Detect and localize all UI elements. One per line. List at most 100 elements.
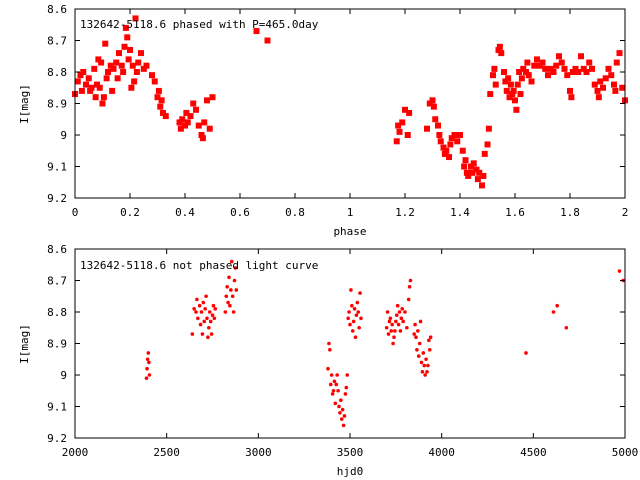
unphased-x-tick-label: 2000 (62, 446, 89, 459)
unphased-y-tick-label: 8.6 (47, 243, 67, 256)
phased-data-point (133, 69, 140, 75)
phased-data-point (193, 106, 199, 113)
phased-data-point (502, 78, 509, 85)
unphased-data-point (210, 313, 215, 317)
phased-data-point (561, 65, 568, 72)
phased-data-point (575, 69, 582, 75)
phased-data-point (613, 59, 620, 66)
unphased-y-axis-label: I[mag] (18, 324, 31, 364)
phased-data-point (98, 59, 105, 66)
unphased-data-point (145, 357, 150, 362)
unphased-data-point (427, 348, 432, 352)
unphased-data-point (202, 319, 207, 324)
phased-data-point (424, 125, 430, 132)
phased-data-point (586, 59, 593, 66)
unphased-data-point (407, 285, 412, 289)
unphased-data-point (408, 278, 413, 283)
unphased-data-point (339, 398, 343, 403)
phased-data-point (121, 43, 128, 50)
unphased-data-point (230, 294, 235, 299)
unphased-data-point (344, 385, 349, 390)
phased-data-point (179, 116, 186, 123)
phased-data-point (118, 62, 125, 69)
phased-data-point (505, 75, 512, 82)
phased-data-point (206, 125, 213, 132)
phased-x-tick-label: 1.8 (560, 206, 580, 219)
phased-data-point (128, 84, 135, 91)
phased-data-point (201, 119, 208, 126)
phased-y-tick-label: 9.2 (47, 192, 67, 205)
unphased-data-point (386, 332, 391, 336)
unphased-data-point (353, 335, 358, 340)
unphased-data-point (335, 373, 339, 377)
unphased-data-point (348, 322, 352, 327)
unphased-data-point (419, 360, 424, 365)
phased-y-tick-label: 8.8 (47, 66, 67, 79)
phased-data-point (404, 132, 411, 138)
phased-data-point (595, 94, 602, 101)
unphased-data-point (394, 313, 399, 317)
unphased-data-point (416, 354, 421, 358)
phased-data-point (95, 56, 102, 63)
unphased-data-point (212, 316, 217, 321)
phased-data-point (501, 69, 507, 75)
unphased-data-point (203, 307, 207, 311)
phased-x-tick-label: 1 (347, 206, 354, 219)
unphased-data-point (423, 373, 427, 377)
phased-data-point (436, 132, 443, 138)
phased-data-point (393, 138, 400, 145)
phased-data-point (583, 69, 590, 75)
phased-data-point (127, 46, 133, 53)
unphased-data-point (414, 335, 418, 340)
phased-data-point (149, 72, 155, 79)
unphased-x-tick-label: 5000 (612, 446, 639, 459)
phased-data-point (474, 176, 481, 183)
unphased-data-point (399, 316, 404, 321)
unphased-x-axis-label: hjd0 (337, 465, 364, 478)
unphased-data-point (341, 423, 346, 428)
phased-data-point (135, 59, 142, 66)
unphased-data-point (208, 319, 213, 324)
phased-data-point (578, 53, 584, 60)
phased-data-point (114, 75, 121, 82)
phased-data-point (85, 75, 92, 82)
phased-data-point (495, 46, 502, 53)
phased-data-point (503, 87, 510, 94)
phased-data-point (547, 65, 554, 72)
phased-data-point (110, 65, 117, 72)
phased-data-point (492, 81, 499, 88)
unphased-data-point (229, 259, 234, 264)
phased-data-point (182, 122, 188, 129)
unphased-data-point (336, 388, 340, 393)
phased-data-point (124, 34, 131, 41)
unphased-data-point (551, 310, 556, 314)
phased-data-point (524, 59, 531, 66)
unphased-data-point (355, 300, 360, 305)
unphased-y-tick-label: 8.8 (47, 306, 67, 319)
phased-x-ticks: 0 0.2 0.4 0.6 0.8 1 1.2 1.4 1.6 1.8 2 (72, 9, 628, 219)
phased-data-point (177, 125, 184, 132)
phased-data-point (507, 81, 514, 88)
unphased-x-tick-label: 2500 (153, 446, 180, 459)
unphased-data-point (195, 297, 199, 302)
unphased-data-point (416, 329, 420, 333)
unphased-data-point (229, 288, 233, 292)
phased-data-point (597, 78, 604, 85)
unphased-y-tick-label: 9 (60, 369, 67, 382)
unphased-data-point (394, 319, 398, 324)
phased-data-point (612, 87, 619, 94)
phased-data-point (443, 147, 450, 154)
unphased-data-point (389, 329, 394, 333)
phased-data-point (87, 87, 94, 94)
unphased-data-point (145, 366, 149, 371)
phased-y-ticks: 8.6 8.7 8.8 8.9 9 9.1 9.2 (47, 3, 625, 205)
phased-data-point (485, 125, 492, 132)
phased-data-point (190, 100, 197, 107)
phased-data-point (176, 119, 183, 126)
unphased-y-tick-label: 9.1 (47, 401, 67, 414)
phased-data-point (155, 87, 162, 94)
phased-data-point (157, 103, 164, 110)
unphased-data-point (228, 303, 232, 308)
unphased-data-point (209, 332, 214, 336)
phased-data-point (476, 169, 483, 176)
